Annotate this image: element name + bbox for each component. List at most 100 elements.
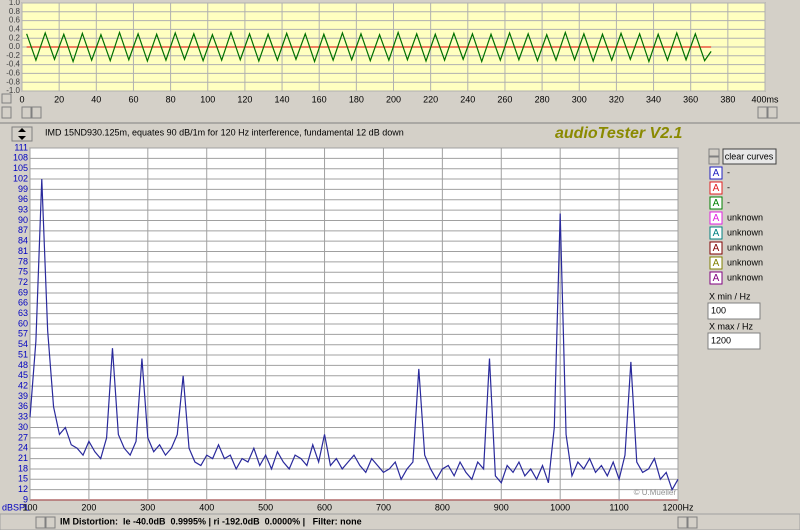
- y-tick-label: 1.0: [9, 0, 21, 7]
- clear-button[interactable]: [722, 148, 777, 165]
- spin-up[interactable]: [708, 148, 720, 157]
- y-tick-label: 78: [18, 256, 28, 266]
- y-tick-label: 0.0: [9, 42, 21, 51]
- x-tick-label: 500: [258, 502, 273, 512]
- x-tick-label: 900: [494, 502, 509, 512]
- scroll-button[interactable]: [1, 93, 12, 104]
- curve-icon-box: [709, 271, 723, 285]
- y-tick-label: 105: [13, 163, 28, 173]
- curve-label: -: [727, 197, 730, 207]
- x-tick-label: 60: [128, 94, 138, 104]
- x-tick-label: 1000: [550, 502, 570, 512]
- y-tick-label: 27: [18, 432, 28, 442]
- curve-label: unknown: [727, 212, 763, 222]
- x-tick-label: 20: [54, 94, 64, 104]
- x-tick-label: 200: [81, 502, 96, 512]
- x-tick-label: 80: [166, 94, 176, 104]
- y-tick-label: 0.4: [9, 25, 21, 34]
- x-max-input[interactable]: [707, 332, 761, 350]
- x-tick-label: 600: [317, 502, 332, 512]
- scroll-right[interactable]: [767, 106, 778, 119]
- y-tick-label: 90: [18, 215, 28, 225]
- y-tick-label: 99: [18, 184, 28, 194]
- x-tick-label: 360: [683, 94, 698, 104]
- y-tick-label: 69: [18, 287, 28, 297]
- watermark: © U.Mueller: [634, 488, 677, 497]
- x-min-value: 100: [711, 305, 726, 315]
- curve-icon-box: [709, 181, 723, 195]
- curve-icon: A: [713, 183, 720, 194]
- y-tick-label: 18: [18, 463, 28, 473]
- x-tick-label: 800: [435, 502, 450, 512]
- y-tick-label: 75: [18, 267, 28, 277]
- y-tick-label: 66: [18, 298, 28, 308]
- status-text: IM Distortion: le -40.0dB 0.9995% | ri -…: [60, 516, 362, 526]
- x-tick-label: 320: [609, 94, 624, 104]
- x-tick-label: 1100: [609, 502, 628, 512]
- y-tick-label: -1.0: [6, 86, 20, 95]
- y-tick-label: 0.8: [9, 7, 21, 16]
- scroll-right[interactable]: [31, 106, 42, 119]
- scroll-left[interactable]: [21, 106, 32, 119]
- x-min-input[interactable]: [707, 302, 761, 320]
- scroll-button[interactable]: [1, 106, 12, 119]
- curve-icon-box: [709, 226, 723, 240]
- y-tick-label: 21: [18, 453, 28, 463]
- x-tick-label: 340: [646, 94, 661, 104]
- y-tick-label: 51: [18, 349, 28, 359]
- y-tick-label: 63: [18, 308, 28, 318]
- y-tick-label: 9: [23, 494, 28, 504]
- x-tick-label: 240: [460, 94, 475, 104]
- y-tick-label: 87: [18, 225, 28, 235]
- curve-icon: A: [713, 258, 720, 269]
- y-tick-label: 39: [18, 391, 28, 401]
- curve-icon: A: [713, 243, 720, 254]
- x-tick-label: 220: [423, 94, 438, 104]
- y-tick-label: 60: [18, 318, 28, 328]
- x-tick-label: 1200Hz: [662, 502, 694, 512]
- toggle-button[interactable]: [11, 126, 33, 142]
- toggle-icon: [18, 128, 26, 140]
- y-tick-label: -0.4: [6, 60, 20, 69]
- scroll-left[interactable]: [677, 516, 688, 529]
- y-tick-label: 54: [18, 339, 28, 349]
- scroll-right[interactable]: [45, 516, 56, 529]
- y-tick-label: 102: [13, 173, 28, 183]
- y-tick-label: -0.2: [6, 51, 20, 60]
- spin-down[interactable]: [708, 156, 720, 165]
- curve-icon-box: [709, 256, 723, 270]
- curve-label: unknown: [727, 257, 763, 267]
- y-tick-label: 0.2: [9, 33, 21, 42]
- y-axis-label: dBSPL: [2, 502, 30, 512]
- x-tick-label: 260: [497, 94, 512, 104]
- curve-icon: A: [713, 198, 720, 209]
- y-tick-label: -0.6: [6, 69, 20, 78]
- curve-icon-box: [709, 211, 723, 225]
- x-tick-label: 0: [19, 94, 24, 104]
- clear-button-label: clear curves: [725, 151, 774, 161]
- x-tick-label: 160: [312, 94, 327, 104]
- curve-icon: A: [713, 213, 720, 224]
- x-tick-label: 100: [200, 94, 215, 104]
- curve-icon-box: [709, 241, 723, 255]
- x-tick-label: 180: [349, 94, 364, 104]
- x-tick-label: 400ms: [751, 94, 779, 104]
- scroll-right[interactable]: [687, 516, 698, 529]
- x-tick-label: 200: [386, 94, 401, 104]
- y-tick-label: 42: [18, 380, 28, 390]
- x-tick-label: 120: [237, 94, 252, 104]
- curve-label: -: [727, 167, 730, 177]
- curve-label: unknown: [727, 227, 763, 237]
- y-tick-label: 81: [18, 246, 28, 256]
- x-tick-label: 380: [720, 94, 735, 104]
- y-tick-label: 36: [18, 401, 28, 411]
- scroll-left[interactable]: [35, 516, 46, 529]
- curve-icon: A: [713, 228, 720, 239]
- x-max-label: X max / Hz: [709, 321, 754, 331]
- scroll-left[interactable]: [757, 106, 768, 119]
- y-tick-label: 45: [18, 370, 28, 380]
- y-tick-label: 15: [18, 474, 28, 484]
- curve-label: unknown: [727, 272, 763, 282]
- x-tick-label: 100: [22, 502, 37, 512]
